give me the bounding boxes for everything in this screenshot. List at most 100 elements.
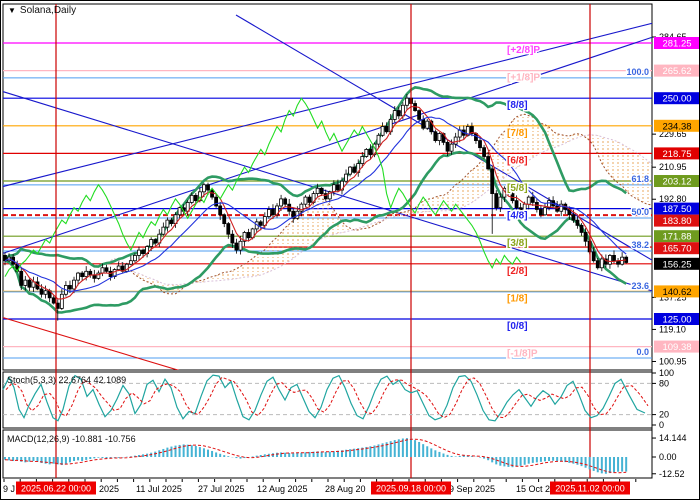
senkou-span-a-line (110, 113, 652, 295)
macd-tick-label: 14.144 (659, 433, 687, 443)
murrey-level-label: [7/8] (507, 128, 528, 139)
candle-body (116, 265, 121, 270)
candle-body (238, 240, 243, 251)
price-badge-value: 281.25 (662, 39, 691, 50)
candle-body (161, 226, 166, 235)
candle-body (299, 203, 304, 212)
chart-title-bar: ▼ Solana,Daily (8, 6, 76, 16)
date-badge-value: 2025.09.18 00:00 (376, 484, 446, 494)
price-badge-bg (654, 202, 699, 215)
price-badge-value: 250.00 (662, 94, 691, 105)
candle-body (352, 166, 357, 173)
candle-body (283, 198, 288, 205)
candle-body (104, 267, 109, 272)
candle-body (336, 184, 340, 191)
price-badge-bg (654, 340, 699, 353)
murrey-level-label: [4/8] (507, 211, 528, 222)
date-event-badge: 2025.06.22 00:00 (16, 481, 96, 495)
candle-body (39, 288, 44, 295)
murrey-level-label: [5/8] (507, 183, 528, 194)
candle-body (405, 97, 409, 106)
candle-body (206, 184, 210, 191)
candle-body (482, 147, 486, 157)
candle-body (380, 126, 385, 136)
candle-body (76, 272, 80, 281)
candle-body (534, 202, 539, 210)
price-axis-badge: 156.25 (654, 257, 699, 270)
candle-body (271, 209, 275, 216)
price-tick-label: 100.95 (659, 356, 687, 366)
candle-body (315, 187, 320, 194)
candle-body (599, 258, 604, 269)
candle-body (608, 255, 612, 265)
price-badge-bg (654, 242, 699, 255)
murrey-level-label: [3/8] (507, 238, 528, 249)
candle-body (469, 126, 474, 134)
price-axis-badge: 109.38 (654, 340, 699, 353)
fibonacci-level-label: 50.0 (631, 207, 649, 217)
price-axis-badge: 187.50 (654, 202, 699, 215)
price-badge-value: 183.80 (662, 216, 691, 227)
price-badge-bg (654, 313, 699, 325)
price-badge-bg (654, 92, 699, 105)
candle-body (490, 168, 495, 194)
candle-body (291, 210, 296, 219)
price-badge-value: 156.25 (662, 259, 691, 270)
candle-body (59, 293, 64, 309)
symbol-dropdown-icon[interactable]: ▼ (8, 6, 16, 15)
candle-body (27, 279, 32, 288)
candle-body (193, 194, 198, 202)
candle-body (547, 200, 551, 209)
date-event-badge: 2025.09.18 00:00 (371, 481, 451, 495)
candle-body (591, 251, 596, 262)
price-axis-badge: 183.80 (654, 214, 699, 227)
date-label: 27 Jul 2025 (198, 484, 245, 494)
candle-body (360, 156, 365, 164)
candle-body (445, 141, 450, 152)
trendline (3, 317, 180, 370)
candle-body (222, 214, 227, 225)
candle-body (376, 134, 381, 145)
fibonacci-level-label: 38.2 (631, 240, 649, 250)
stoch-tick-label: 100 (659, 368, 674, 378)
candle-body (3, 255, 7, 262)
date-event-badge: 2025.11.02 00:00 (550, 481, 630, 495)
price-axis-badge: 281.25 (654, 37, 699, 50)
murrey-level-label: [-1/8]P (507, 349, 538, 360)
candle-body (331, 184, 336, 193)
candle-body (68, 285, 72, 290)
macd-signal-line (4, 438, 627, 474)
candle-body (55, 302, 60, 309)
candle-body (189, 194, 194, 203)
candle-body (429, 120, 434, 133)
date-label: 12 Aug 2025 (257, 484, 308, 494)
candle-body (112, 269, 117, 278)
chikou-span-line (4, 97, 522, 277)
price-badge-bg (654, 214, 699, 227)
price-badge-bg (654, 147, 699, 160)
candle-body (453, 136, 458, 145)
candle-body (51, 297, 56, 304)
price-badge-bg (654, 285, 699, 298)
candle-body (218, 205, 223, 216)
panel-border (2, 3, 653, 371)
price-axis-badge: 250.00 (654, 92, 699, 105)
trendline (3, 22, 652, 188)
candle-body (506, 187, 511, 194)
price-axis-badge: 140.62 (654, 285, 699, 298)
candle-body (486, 156, 491, 170)
price-tick-label: 229.65 (659, 129, 687, 139)
lower-band-line (4, 150, 627, 314)
stochastic-indicator-label: Stoch(5,3,3) 22.6764 42.1089 (7, 375, 127, 385)
candle-body (23, 279, 28, 286)
price-badge-value: 109.38 (662, 342, 691, 353)
stoch-tick-label: 20 (659, 410, 669, 420)
candle-body (137, 249, 141, 256)
candle-body (425, 120, 430, 129)
date-label: 9 J (3, 484, 15, 494)
candle-body (88, 270, 93, 276)
candle-body (319, 187, 324, 194)
murrey-level-label: [2/8] (507, 266, 528, 277)
price-badge-value: 187.50 (662, 204, 691, 215)
candle-body (100, 267, 105, 274)
